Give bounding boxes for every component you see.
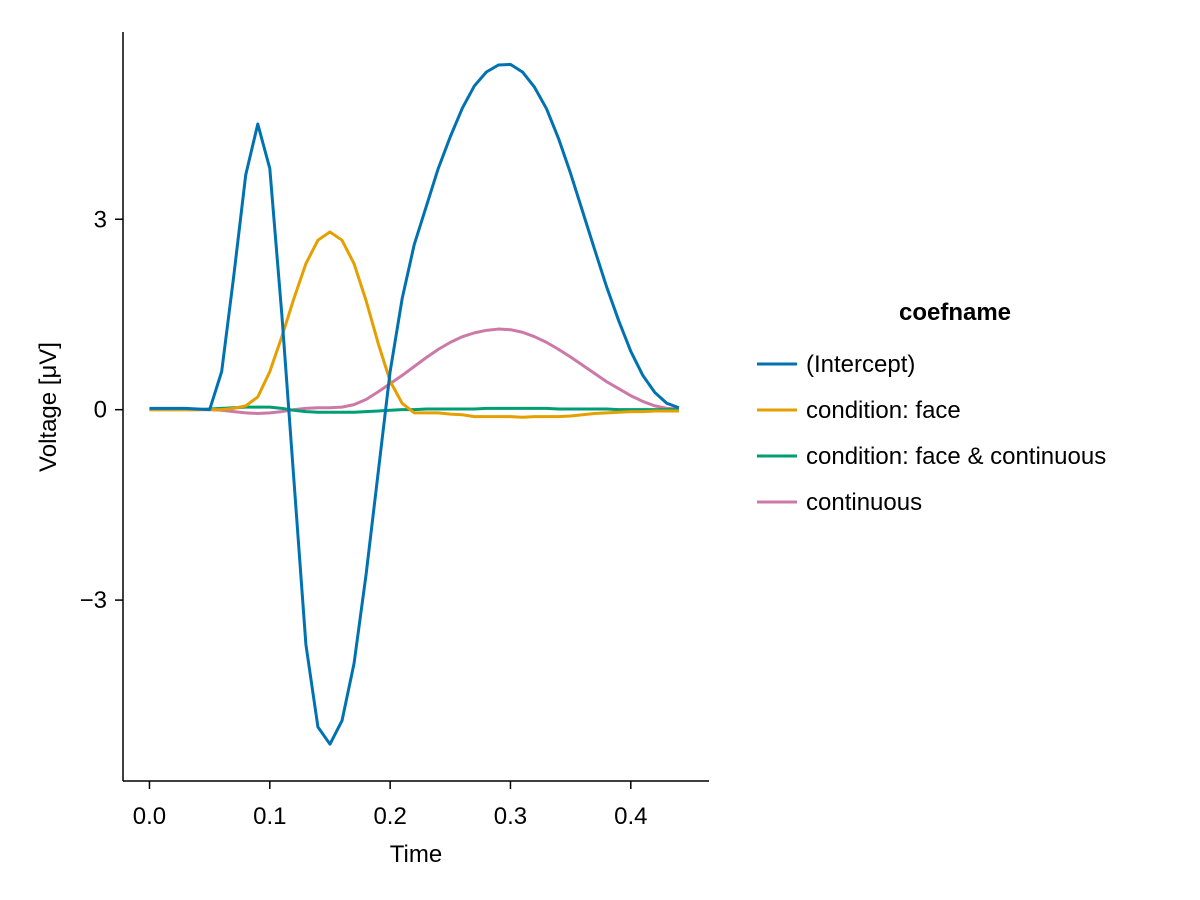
legend-title: coefname xyxy=(899,299,1011,326)
x-tick-label: 0.2 xyxy=(373,803,406,830)
y-tick-label: −3 xyxy=(80,587,107,614)
x-ticks: 0.0 0.1 0.2 0.3 0.4 xyxy=(133,781,647,830)
legend-entries: (Intercept) condition: face condition: fac… xyxy=(757,351,1106,516)
y-ticks: −3 0 3 xyxy=(80,206,123,614)
x-tick-label: 0.3 xyxy=(494,803,527,830)
x-tick-label: 0.1 xyxy=(253,803,286,830)
y-tick-label: 0 xyxy=(94,397,107,424)
series-line-3 xyxy=(149,327,679,415)
plot-area xyxy=(149,62,680,746)
legend: coefname (Intercept) condition: face condi… xyxy=(757,299,1106,516)
legend-label: condition: face xyxy=(806,397,961,424)
x-axis-label: Time xyxy=(390,841,442,868)
x-tick-label: 0.4 xyxy=(614,803,647,830)
legend-label: (Intercept) xyxy=(806,351,915,378)
y-axis-label: Voltage [μV] xyxy=(35,342,62,472)
series-line-0 xyxy=(149,62,680,746)
y-tick-label: 3 xyxy=(94,206,107,233)
series-line-1 xyxy=(149,230,679,419)
x-tick-label: 0.0 xyxy=(133,803,166,830)
legend-label: continuous xyxy=(806,489,922,516)
legend-label: condition: face & continuous xyxy=(806,443,1106,470)
